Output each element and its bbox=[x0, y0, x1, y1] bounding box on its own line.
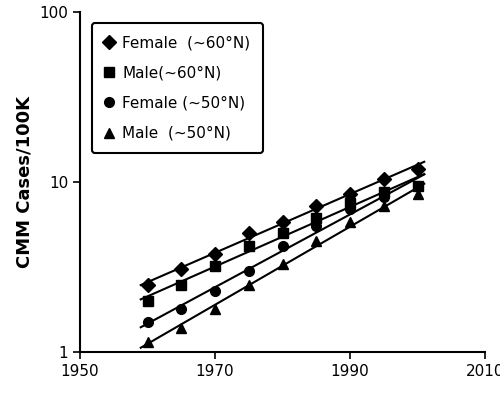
Male  (~50°N) bbox=[144, 340, 150, 345]
Male(~60°N) bbox=[212, 264, 218, 269]
Male(~60°N) bbox=[280, 231, 285, 236]
Female (~50°N) bbox=[144, 320, 150, 325]
Male  (~50°N) bbox=[246, 282, 252, 287]
Female (~50°N) bbox=[280, 244, 285, 249]
Male(~60°N) bbox=[414, 184, 420, 188]
Female (~50°N) bbox=[212, 288, 218, 293]
Female  (~60°N) bbox=[313, 204, 320, 209]
Male(~60°N) bbox=[246, 244, 252, 249]
Male(~60°N) bbox=[347, 201, 353, 206]
Female (~50°N) bbox=[381, 194, 387, 199]
Y-axis label: CMM Cases/100K: CMM Cases/100K bbox=[16, 96, 34, 268]
Line: Male  (~50°N): Male (~50°N) bbox=[142, 189, 422, 347]
Male(~60°N) bbox=[178, 282, 184, 287]
Line: Male(~60°N): Male(~60°N) bbox=[142, 181, 422, 306]
Male(~60°N) bbox=[381, 189, 387, 194]
Female (~50°N) bbox=[347, 206, 353, 211]
Male  (~50°N) bbox=[280, 262, 285, 267]
Female  (~60°N) bbox=[347, 192, 353, 196]
Female  (~60°N) bbox=[414, 166, 420, 171]
Female (~50°N) bbox=[414, 184, 420, 188]
Male  (~50°N) bbox=[381, 204, 387, 209]
Male  (~50°N) bbox=[178, 325, 184, 330]
Male  (~50°N) bbox=[347, 220, 353, 225]
Female  (~60°N) bbox=[178, 267, 184, 271]
Female (~50°N) bbox=[313, 224, 320, 229]
Male  (~50°N) bbox=[212, 307, 218, 311]
Female  (~60°N) bbox=[280, 220, 285, 225]
Line: Female  (~60°N): Female (~60°N) bbox=[142, 164, 422, 289]
Female (~50°N) bbox=[178, 307, 184, 311]
Female  (~60°N) bbox=[246, 231, 252, 236]
Female  (~60°N) bbox=[144, 282, 150, 287]
Male  (~50°N) bbox=[414, 192, 420, 196]
Legend: Female  (~60°N), Male(~60°N), Female (~50°N), Male  (~50°N): Female (~60°N), Male(~60°N), Female (~50… bbox=[92, 23, 262, 153]
Line: Female (~50°N): Female (~50°N) bbox=[142, 181, 422, 327]
Male(~60°N) bbox=[144, 299, 150, 304]
Male  (~50°N) bbox=[313, 239, 320, 244]
Female  (~60°N) bbox=[212, 251, 218, 256]
Female  (~60°N) bbox=[381, 176, 387, 181]
Female (~50°N) bbox=[246, 269, 252, 274]
Male(~60°N) bbox=[313, 215, 320, 220]
